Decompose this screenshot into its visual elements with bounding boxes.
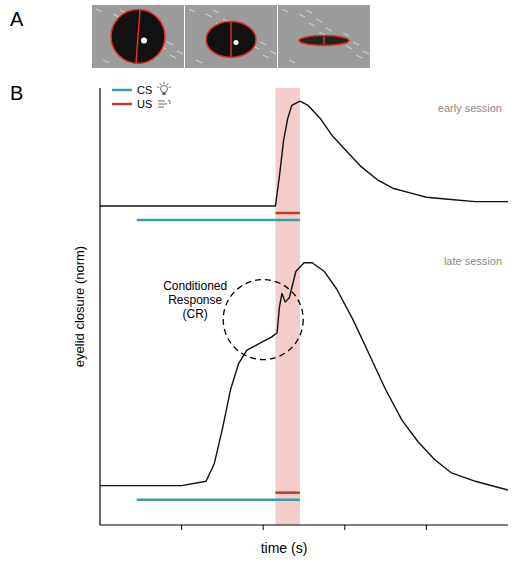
- cr-label-line: (CR): [183, 307, 208, 321]
- stimulus-bar: [137, 219, 300, 222]
- legend-label: US: [137, 98, 152, 110]
- fur: [177, 51, 183, 54]
- cr-label-line: Conditioned: [163, 279, 227, 293]
- fur: [113, 14, 119, 17]
- legend-label: CS: [137, 84, 152, 96]
- session-label: late session: [444, 255, 502, 267]
- glint: [141, 38, 147, 44]
- stimulus-bar: [275, 491, 299, 494]
- eye-photos: [92, 5, 370, 68]
- fur: [299, 14, 305, 17]
- figure: A Btime (s) eyelid closure (norm) early ses…: [0, 0, 515, 567]
- legend-swatch: [112, 103, 132, 106]
- fur: [363, 51, 369, 54]
- fur: [263, 55, 269, 58]
- fur: [270, 51, 276, 54]
- panel-label: B: [10, 82, 23, 104]
- puff-icon: [158, 101, 167, 107]
- x-axis: [100, 524, 508, 525]
- panel-label: A: [10, 8, 24, 30]
- bulb-icon: [169, 86, 171, 88]
- eye-height: [230, 22, 232, 58]
- photo-frame: [278, 5, 370, 68]
- fur: [260, 42, 266, 45]
- fur: [170, 55, 176, 58]
- bulb-icon: [164, 82, 165, 85]
- fur: [196, 60, 202, 63]
- fur: [353, 42, 359, 45]
- fur: [213, 10, 219, 13]
- fur: [343, 33, 349, 36]
- fur: [306, 10, 312, 13]
- fur: [282, 9, 288, 12]
- x-tick: [181, 525, 182, 530]
- bulb-icon: [161, 86, 168, 93]
- cr-label-line: Response: [168, 293, 222, 307]
- trace: [100, 101, 508, 206]
- x-tick: [426, 525, 427, 530]
- fur: [316, 19, 322, 22]
- y-axis: [99, 88, 100, 525]
- y-axis-title: eyelid closure (norm): [72, 246, 87, 367]
- fur: [356, 55, 362, 58]
- cr-label: ConditionedResponse(CR): [163, 279, 227, 321]
- fur: [189, 9, 195, 12]
- eye: [299, 36, 349, 46]
- bulb-icon: [163, 93, 166, 96]
- fur: [289, 60, 295, 63]
- fur: [326, 28, 332, 31]
- session-label: early session: [438, 102, 502, 114]
- x-axis-title: time (s): [261, 540, 308, 556]
- eye-height: [136, 10, 140, 64]
- x-tick: [344, 525, 345, 530]
- eye-height: [323, 37, 325, 45]
- eye: [111, 10, 165, 64]
- fur: [309, 23, 315, 26]
- legend: CS US: [112, 82, 171, 111]
- trace: [100, 263, 508, 490]
- fur: [346, 46, 352, 49]
- plot-area: [100, 88, 508, 525]
- photo-frame: [185, 5, 277, 68]
- glint: [234, 40, 239, 45]
- eye-fit: [111, 10, 165, 64]
- legend-swatch: [112, 89, 132, 92]
- fur: [103, 60, 109, 63]
- cr-circle: [223, 280, 303, 360]
- fur: [167, 42, 173, 45]
- photo-frame: [92, 5, 184, 68]
- eye-fit: [206, 22, 256, 58]
- fur: [206, 14, 212, 17]
- bulb-icon: [167, 83, 168, 85]
- fur: [319, 32, 325, 35]
- stimulus-bar: [275, 212, 299, 215]
- puff-icon: [168, 100, 170, 104]
- x-tick: [263, 525, 264, 530]
- fur: [96, 9, 102, 12]
- stimulus-bar: [137, 498, 300, 501]
- bulb-icon: [157, 86, 159, 88]
- eye: [206, 22, 256, 58]
- eye-fit: [299, 36, 349, 46]
- bulb-icon: [160, 83, 161, 85]
